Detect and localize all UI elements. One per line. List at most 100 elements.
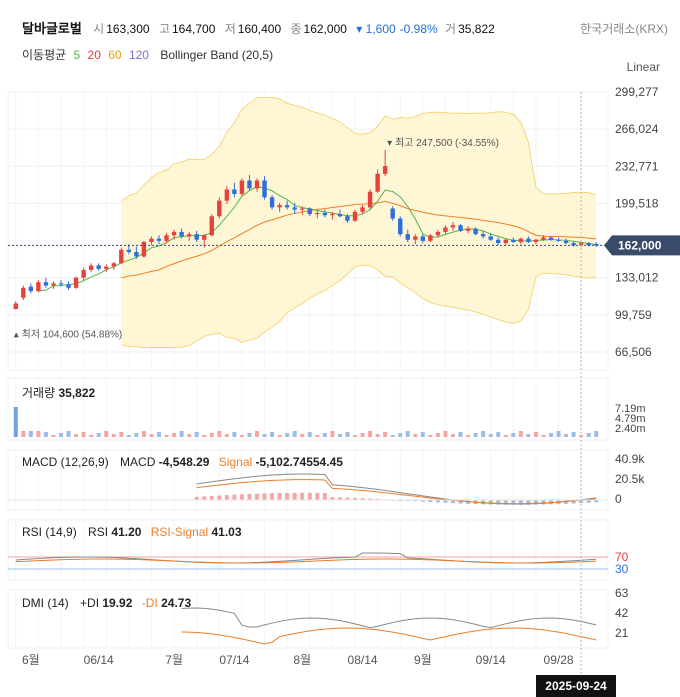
volume-bar [307, 432, 312, 437]
ma-legend: 이동평균 5 20 60 120 Bollinger Band (20,5) [22, 46, 277, 63]
candle-body [458, 225, 463, 231]
current-price-tag: 162,000 [618, 238, 662, 252]
dmi-tick-label: 42 [615, 606, 629, 620]
macd-histogram-bar [277, 493, 282, 500]
candle-body [375, 173, 380, 192]
candle-body [496, 239, 501, 244]
candle-body [119, 249, 124, 264]
ma5-line [38, 186, 597, 292]
volume-bar [549, 433, 553, 437]
ma5-legend[interactable]: 5 [73, 48, 81, 62]
candle-body [292, 207, 297, 210]
candle-body [586, 243, 591, 246]
volume-bar [458, 432, 463, 437]
volume-bar [66, 431, 71, 437]
volume-bar [451, 434, 455, 437]
macd-histogram-bar [541, 500, 546, 505]
x-axis-label: 08/14 [348, 653, 378, 667]
volume-bar [383, 432, 388, 437]
volume-bar [270, 432, 275, 437]
bollinger-legend[interactable]: Bollinger Band (20,5) [160, 48, 274, 62]
candle-body [88, 265, 94, 270]
price-header: 달바글로벌 시 163,300 고 164,700 저 160,400 종 162,00… [22, 18, 501, 37]
scale-toggle[interactable]: Linear [626, 60, 660, 74]
macd-histogram-bar [337, 497, 342, 500]
candle-body [435, 231, 441, 236]
candle-body [541, 237, 546, 240]
macd-histogram-bar [262, 493, 267, 500]
volume-tick-label: 4.79m [615, 413, 646, 425]
macd-histogram-bar [571, 500, 576, 504]
candle-body [345, 216, 350, 221]
panel-frame-1 [7, 377, 609, 441]
candle-body [390, 208, 395, 219]
candle-body [413, 236, 418, 240]
ma60-legend[interactable]: 60 [108, 48, 122, 62]
volume-bar [179, 431, 184, 437]
change-value: ▾ 1,600 [356, 22, 396, 36]
candle-body [179, 231, 184, 237]
volume-bar [164, 435, 169, 437]
stock-name: 달바글로벌 [22, 21, 82, 36]
volume-bar [285, 433, 290, 437]
volume-bar [28, 431, 33, 437]
candle-body [382, 166, 388, 174]
volume-bar [488, 434, 493, 437]
macd-histogram-bar [345, 497, 350, 500]
x-axis-label: 6월 [22, 653, 40, 667]
macd-histogram-bar [443, 500, 448, 503]
volume-bar [104, 431, 109, 437]
price-tick-label: 299,277 [615, 85, 659, 99]
change-percent: -0.98% [399, 22, 438, 36]
candle-body [405, 234, 410, 240]
candle-body [254, 180, 260, 189]
macd-histogram-bar [594, 500, 599, 503]
volume-bar [571, 432, 576, 437]
volume-bar [81, 432, 86, 437]
price-tick-label: 199,518 [615, 196, 659, 210]
candle-body [563, 240, 569, 244]
candle-body [322, 212, 328, 216]
candle-body [156, 238, 162, 241]
volume-bar [518, 431, 523, 437]
volume-bar [435, 433, 440, 437]
volume-bar [353, 435, 357, 437]
candle-body [171, 231, 177, 236]
macd-histogram-bar [292, 492, 297, 500]
dmi-panel-label: DMI (14) +DI 19.92 -DI 24.73 [22, 596, 192, 610]
panel-frame-3 [7, 519, 609, 581]
macd-histogram-bar [202, 496, 207, 500]
dmi-tick-label: 63 [615, 586, 629, 600]
volume-bar [345, 432, 350, 437]
exchange-label: 한국거래소(KRX) [580, 22, 668, 36]
volume-bar [322, 433, 327, 437]
candle-body [186, 234, 192, 237]
x-axis-label: 06/14 [84, 653, 114, 667]
candle-body [134, 252, 139, 257]
candle-body [571, 243, 576, 246]
ma120-legend[interactable]: 120 [128, 48, 149, 62]
volume-bar [194, 432, 199, 437]
volume-bar [232, 432, 237, 437]
low-value: 160,400 [237, 22, 282, 36]
volume-label: 거 [445, 22, 457, 36]
price-tick-label: 133,012 [615, 271, 659, 285]
candle-body [556, 239, 561, 241]
volume-bar [209, 433, 214, 437]
macd-histogram-bar [353, 497, 357, 500]
volume-bar [473, 433, 478, 437]
ma20-legend[interactable]: 20 [87, 48, 101, 62]
candle-body [262, 180, 267, 198]
volume-bar [157, 432, 161, 437]
macd-histogram-bar [518, 500, 523, 505]
candle-body [398, 218, 403, 235]
macd-histogram-bar [239, 494, 244, 500]
candle-body [36, 282, 41, 292]
rsi-signal-line [15, 558, 597, 564]
volume-bar [217, 431, 222, 437]
volume-bar [262, 434, 267, 437]
candle-body [594, 243, 599, 246]
dmi-minus-di-line [181, 627, 597, 645]
volume-bar [533, 432, 538, 437]
